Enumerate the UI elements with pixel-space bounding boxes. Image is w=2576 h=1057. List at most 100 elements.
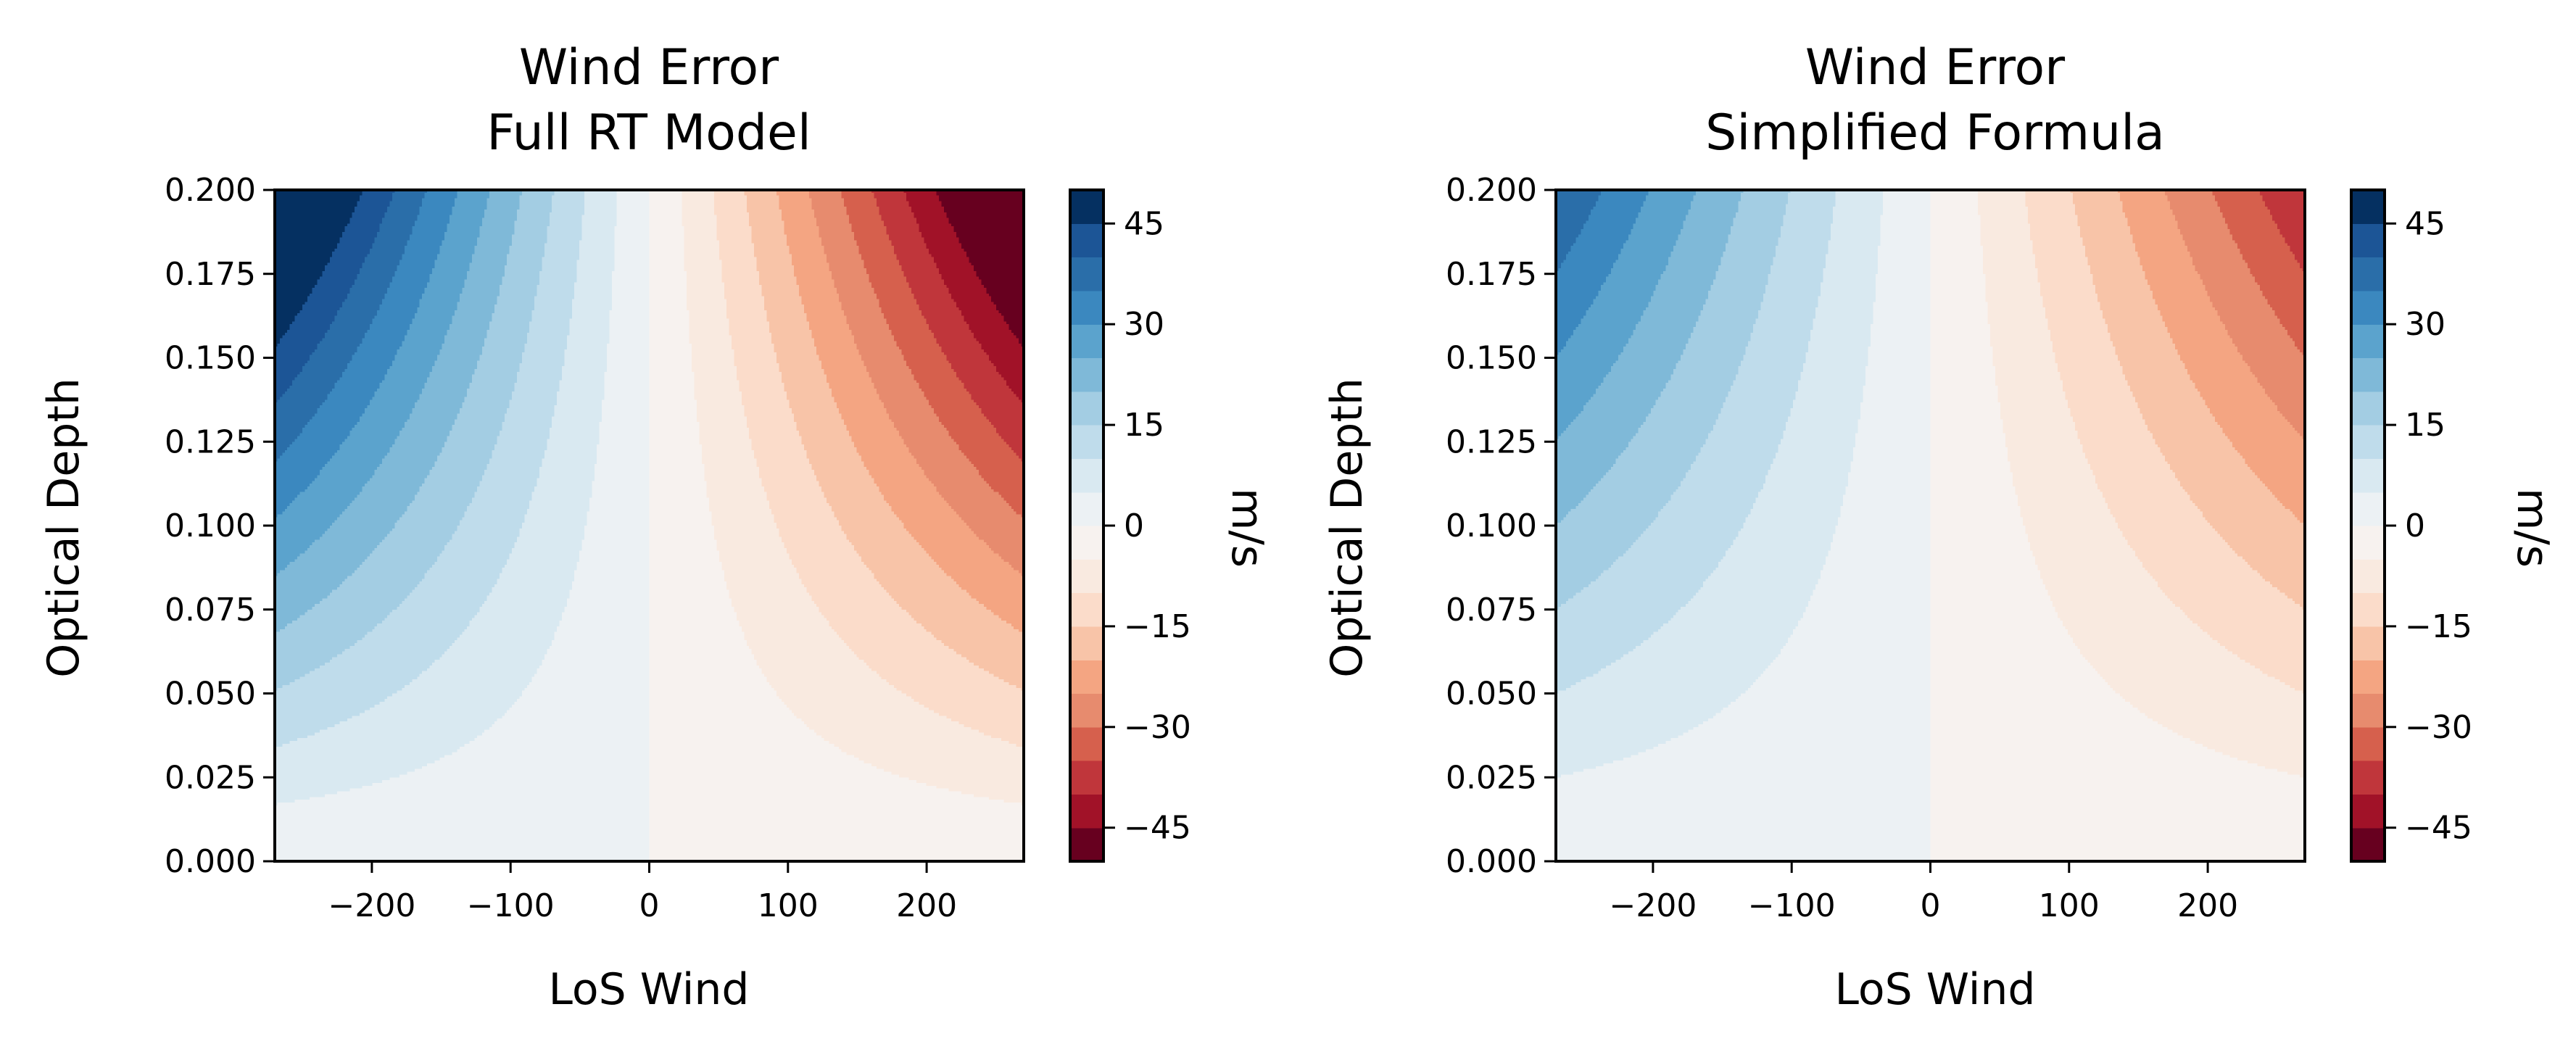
colorbar-segment <box>1070 827 1103 862</box>
y-tick: 0.050 <box>1446 676 1556 713</box>
colorbar-segment <box>2351 693 2385 728</box>
y-tick-label: 0.075 <box>165 592 256 629</box>
colorbar-segment <box>2351 425 2385 459</box>
panel-left: Wind Error Full RT Model −200 −100 0 100 200… <box>38 39 1272 1015</box>
right-title-line1: Wind Error <box>1805 39 2065 96</box>
x-tick: −100 <box>467 861 555 924</box>
panel-right: Wind Error Simplified Formula −200 −100 0 1… <box>1322 39 2558 1015</box>
y-tick-label: 0.025 <box>165 759 256 796</box>
colorbar-tick-label: 45 <box>2405 205 2445 242</box>
y-tick: 0.025 <box>1446 759 1556 796</box>
colorbar-segment <box>1070 223 1103 258</box>
colorbar-tick: 0 <box>2385 507 2425 544</box>
colorbar-tick-label: 0 <box>1124 507 1144 544</box>
x-tick-label: −100 <box>467 887 555 924</box>
colorbar-segment <box>1070 391 1103 426</box>
left-y-axis-label: Optical Depth <box>38 378 89 678</box>
colorbar-tick: 15 <box>1103 407 1164 444</box>
colorbar-segment <box>2351 726 2385 761</box>
x-tick-label: 0 <box>639 887 660 924</box>
y-tick: 0.075 <box>1446 592 1556 629</box>
right-x-axis-label: LoS Wind <box>1834 964 2035 1015</box>
x-tick-label: 0 <box>1921 887 1941 924</box>
y-tick: 0.150 <box>165 340 275 377</box>
colorbar-segment <box>1070 794 1103 829</box>
colorbar-tick: 30 <box>2385 306 2445 343</box>
x-tick-label: −100 <box>1748 887 1836 924</box>
colorbar-segment <box>1070 458 1103 493</box>
x-tick: −100 <box>1748 861 1836 924</box>
colorbar-tick-label: −45 <box>1124 810 1191 847</box>
y-tick-label: 0.100 <box>1446 507 1537 544</box>
y-tick-label: 0.200 <box>165 172 256 209</box>
colorbar-tick-label: −30 <box>1124 709 1191 746</box>
left-y-ticks: 0.000 0.025 0.050 0.075 0.100 0.125 0.150 0.175… <box>165 172 275 880</box>
colorbar-segment <box>2351 257 2385 291</box>
colorbar-segment <box>2351 760 2385 795</box>
colorbar-tick-label: 30 <box>1124 306 1164 343</box>
y-tick-label: 0.125 <box>165 423 256 460</box>
colorbar-segment <box>2351 391 2385 426</box>
y-tick: 0.025 <box>165 759 275 796</box>
colorbar-tick: −30 <box>1103 709 1191 746</box>
colorbar-tick-label: 30 <box>2405 306 2445 343</box>
colorbar-segment <box>1070 760 1103 795</box>
x-tick: 200 <box>896 861 957 924</box>
colorbar-segment <box>1070 726 1103 761</box>
colorbar-segment <box>2351 526 2385 560</box>
left-colorbar: −45 −30 −15 0 15 30 45 <box>1069 188 1191 863</box>
contour-fill-1 <box>1556 190 2306 862</box>
colorbar-segment <box>2351 559 2385 594</box>
y-tick-label: 0.150 <box>165 340 256 377</box>
x-tick: 0 <box>639 861 660 924</box>
y-tick: 0.075 <box>165 592 275 629</box>
y-tick: 0.100 <box>165 507 275 544</box>
y-tick: 0.050 <box>165 676 275 713</box>
x-tick: −200 <box>328 861 415 924</box>
y-tick-label: 0.050 <box>1446 676 1537 713</box>
colorbar-tick-label: −15 <box>1124 608 1191 645</box>
x-tick: 0 <box>1921 861 1941 924</box>
x-tick-label: 100 <box>758 887 819 924</box>
y-tick-label: 0.025 <box>1446 759 1537 796</box>
x-tick-label: −200 <box>1609 887 1697 924</box>
colorbar-segment <box>2351 660 2385 695</box>
right-colorbar: −45 −30 −15 0 15 30 45 <box>2350 188 2472 863</box>
colorbar-segment <box>1070 357 1103 392</box>
colorbar-tick: −15 <box>1103 608 1191 645</box>
y-tick: 0.175 <box>1446 256 1556 293</box>
colorbar-segment <box>2351 492 2385 526</box>
colorbar-tick: −30 <box>2385 709 2472 746</box>
y-tick-label: 0.175 <box>165 256 256 293</box>
colorbar-segment <box>1070 660 1103 695</box>
y-tick-label: 0.175 <box>1446 256 1537 293</box>
colorbar-segment <box>2351 794 2385 829</box>
colorbar-segment <box>2351 290 2385 325</box>
colorbar-segment <box>1070 492 1103 526</box>
y-tick-label: 0.100 <box>165 507 256 544</box>
colorbar-segment <box>2351 357 2385 392</box>
right-x-ticks: −200 −100 0 100 200 <box>1609 861 2238 924</box>
colorbar-segment <box>2351 626 2385 660</box>
x-tick: 200 <box>2177 861 2238 924</box>
left-colorbar-label: m/s <box>1222 488 1272 568</box>
colorbar-segment <box>1070 526 1103 560</box>
colorbar-tick-label: −15 <box>2405 608 2472 645</box>
y-tick-label: 0.075 <box>1446 592 1537 629</box>
colorbar-segment <box>1070 592 1103 627</box>
x-tick-label: 200 <box>2177 887 2238 924</box>
colorbar-segment <box>1070 290 1103 325</box>
colorbar-tick: 0 <box>1103 507 1144 544</box>
x-tick-label: −200 <box>328 887 415 924</box>
colorbar-segment <box>1070 559 1103 594</box>
colorbar-segment <box>1070 257 1103 291</box>
left-x-ticks: −200 −100 0 100 200 <box>328 861 957 924</box>
colorbar-tick-label: 15 <box>1124 407 1164 444</box>
y-tick: 0.175 <box>165 256 275 293</box>
y-tick: 0.125 <box>1446 423 1556 460</box>
y-tick-label: 0.000 <box>165 843 256 880</box>
x-tick-label: 100 <box>2039 887 2100 924</box>
y-tick: 0.000 <box>165 843 275 880</box>
y-tick: 0.200 <box>165 172 275 209</box>
